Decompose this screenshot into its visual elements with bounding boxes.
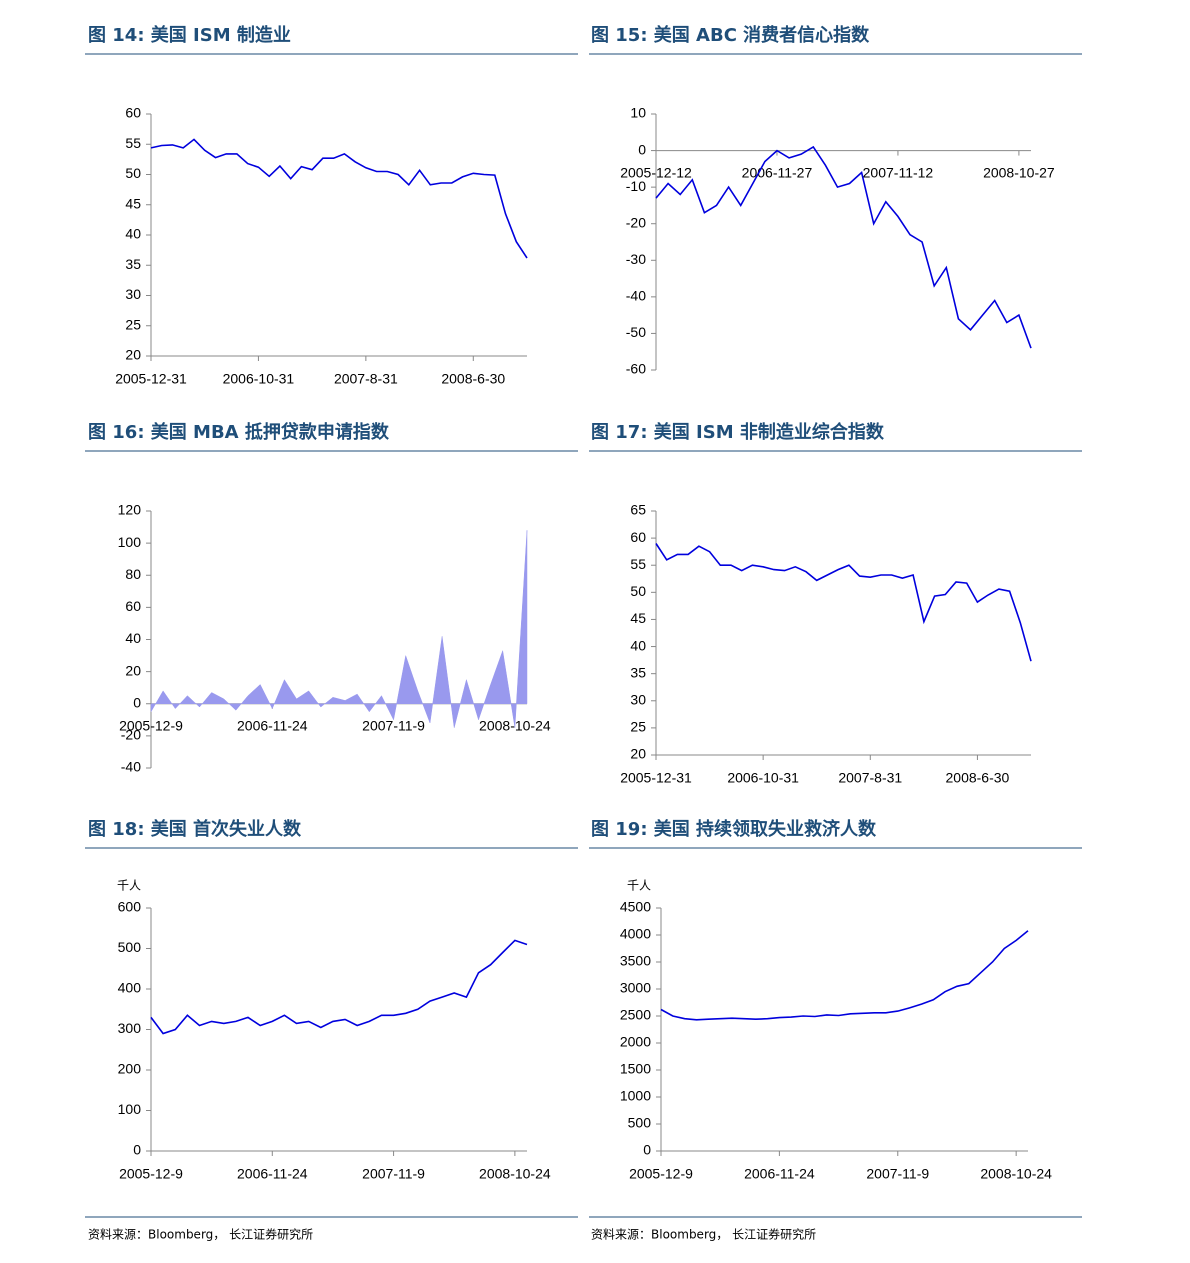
- x-tick-label: 2005-12-9: [119, 717, 183, 733]
- x-tick-label: 2006-11-24: [237, 1166, 308, 1182]
- x-tick-label: 2008-6-30: [441, 371, 505, 387]
- y-tick-label: 40: [125, 630, 141, 646]
- x-tick-label: 2008-10-24: [479, 1166, 551, 1182]
- y-tick-label: 100: [118, 534, 142, 550]
- x-tick-label: 2006-11-27: [742, 164, 813, 180]
- y-tick-label: 3500: [620, 953, 651, 969]
- y-tick-label: 500: [118, 939, 142, 955]
- x-tick-label: 2006-10-31: [727, 770, 799, 786]
- x-tick-label: 2008-10-27: [983, 164, 1055, 180]
- y-tick-label: 45: [630, 610, 646, 626]
- y-tick-label: 0: [638, 141, 646, 157]
- data-line: [660, 930, 1029, 1021]
- data-line: [150, 138, 528, 259]
- data-area: [150, 530, 528, 728]
- figure-caption: 图 14: 美国 ISM 制造业: [88, 24, 291, 46]
- y-tick-label: 50: [125, 165, 141, 181]
- y-tick-label: 1000: [620, 1088, 651, 1104]
- y-tick-label: -40: [626, 288, 646, 304]
- x-tick-label: 2007-11-9: [866, 1166, 929, 1182]
- y-tick-label: 55: [125, 135, 141, 151]
- y-tick-label: 60: [125, 598, 141, 614]
- x-tick-label: 2005-12-9: [119, 1166, 183, 1182]
- y-tick-label: 35: [125, 256, 141, 272]
- x-tick-label: 2007-11-9: [362, 717, 425, 733]
- y-tick-label: 55: [630, 556, 646, 572]
- figure-caption: 图 19: 美国 持续领取失业救济人数: [591, 818, 877, 840]
- y-tick-label: -60: [626, 361, 646, 377]
- y-tick-label: -30: [626, 251, 646, 267]
- source-note: 资料来源：Bloomberg， 长江证券研究所: [591, 1227, 816, 1242]
- figure-caption: 图 15: 美国 ABC 消费者信心指数: [591, 24, 870, 46]
- x-tick-label: 2005-12-31: [115, 371, 187, 387]
- y-tick-label: 60: [630, 529, 646, 545]
- data-line: [655, 543, 1032, 662]
- y-axis-label: 千人: [627, 879, 651, 893]
- y-tick-label: 20: [630, 746, 646, 762]
- y-tick-label: 30: [125, 286, 141, 302]
- figure-caption: 图 18: 美国 首次失业人数: [88, 818, 302, 840]
- y-tick-label: 2500: [620, 1007, 651, 1023]
- y-tick-label: 400: [118, 980, 142, 996]
- x-tick-label: 2005-12-31: [620, 770, 692, 786]
- y-tick-label: 0: [133, 1142, 141, 1158]
- y-tick-label: -20: [626, 214, 646, 230]
- x-tick-label: 2007-11-12: [863, 164, 934, 180]
- data-line: [655, 145, 1032, 349]
- x-tick-label: 2007-8-31: [334, 371, 398, 387]
- y-tick-label: 50: [630, 583, 646, 599]
- x-tick-label: 2008-10-24: [980, 1166, 1052, 1182]
- y-tick-label: 40: [630, 637, 646, 653]
- y-tick-label: 20: [125, 347, 141, 363]
- y-tick-label: 4000: [620, 926, 651, 942]
- y-axis-label: 千人: [117, 879, 141, 893]
- y-tick-label: -20: [121, 727, 141, 743]
- y-tick-label: 200: [118, 1061, 142, 1077]
- y-tick-label: -40: [121, 759, 141, 775]
- y-tick-label: 2000: [620, 1034, 651, 1050]
- y-tick-label: 0: [133, 694, 141, 710]
- y-tick-label: 100: [118, 1101, 142, 1117]
- y-tick-label: 25: [125, 316, 141, 332]
- figure-caption: 图 16: 美国 MBA 抵押贷款申请指数: [88, 421, 390, 443]
- y-tick-label: 25: [630, 719, 646, 735]
- y-tick-label: 80: [125, 566, 141, 582]
- y-tick-label: 600: [118, 899, 142, 915]
- y-tick-label: 35: [630, 664, 646, 680]
- y-tick-label: 30: [630, 691, 646, 707]
- x-tick-label: 2006-11-24: [744, 1166, 815, 1182]
- y-tick-label: 65: [630, 502, 646, 518]
- x-tick-label: 2005-12-12: [620, 164, 692, 180]
- y-tick-label: 300: [118, 1020, 142, 1036]
- y-tick-label: 500: [628, 1115, 652, 1131]
- y-tick-label: 20: [125, 662, 141, 678]
- x-tick-label: 2006-10-31: [223, 371, 295, 387]
- source-note: 资料来源：Bloomberg， 长江证券研究所: [88, 1227, 313, 1242]
- y-tick-label: -10: [626, 178, 646, 194]
- y-tick-label: 45: [125, 195, 141, 211]
- y-tick-label: 40: [125, 226, 141, 242]
- y-tick-label: 3000: [620, 980, 651, 996]
- y-tick-label: 120: [118, 502, 142, 518]
- y-tick-label: 10: [630, 105, 646, 121]
- x-tick-label: 2008-6-30: [946, 770, 1010, 786]
- x-tick-label: 2007-11-9: [362, 1166, 425, 1182]
- figure-caption: 图 17: 美国 ISM 非制造业综合指数: [591, 421, 885, 443]
- x-tick-label: 2005-12-9: [629, 1166, 693, 1182]
- y-tick-label: -50: [626, 324, 646, 340]
- y-tick-label: 0: [643, 1142, 651, 1158]
- x-tick-label: 2007-8-31: [838, 770, 902, 786]
- data-line: [150, 939, 528, 1035]
- y-tick-label: 60: [125, 105, 141, 121]
- y-tick-label: 4500: [620, 899, 651, 915]
- x-tick-label: 2006-11-24: [237, 717, 308, 733]
- y-tick-label: 1500: [620, 1061, 651, 1077]
